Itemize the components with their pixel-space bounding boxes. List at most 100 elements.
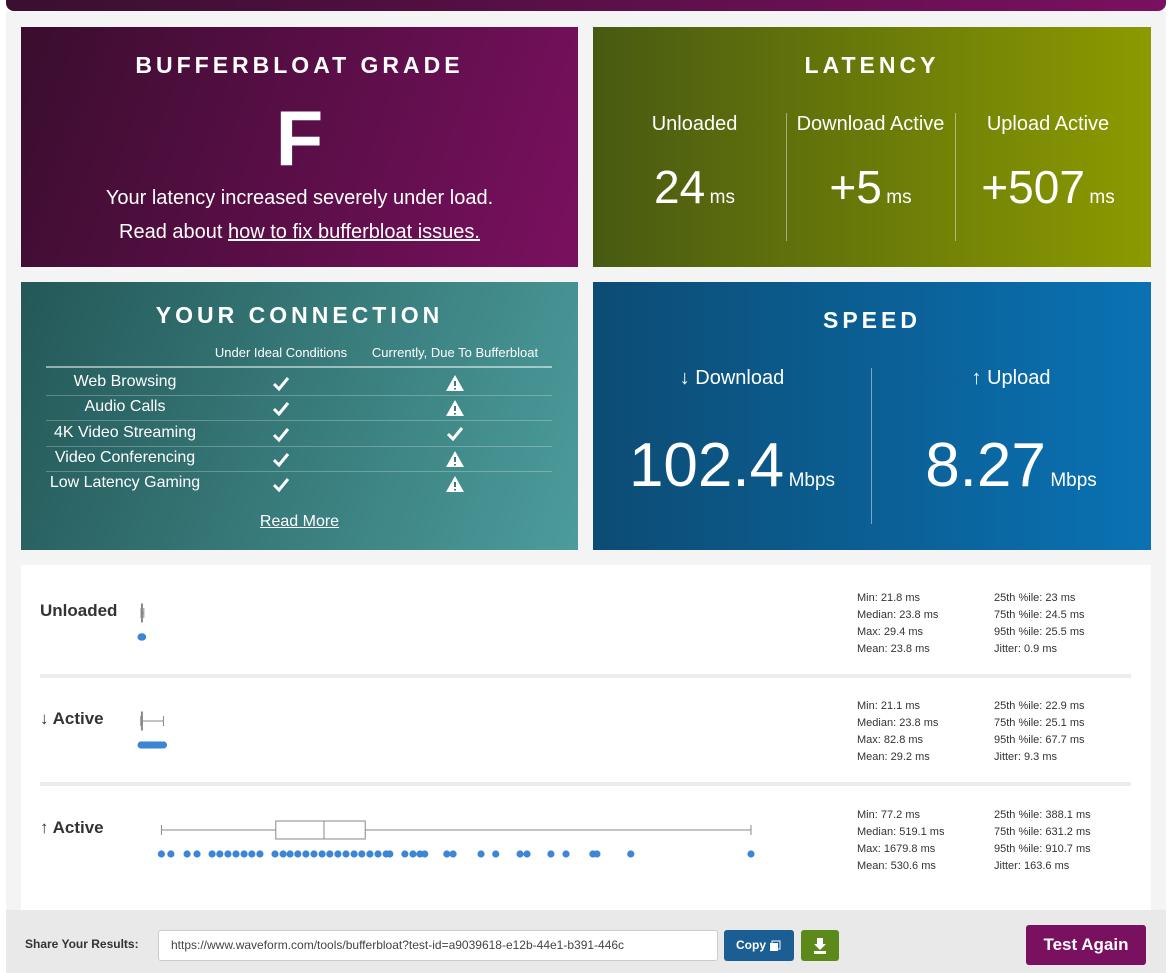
stat-unit: ms bbox=[921, 860, 936, 872]
stat-value: 23.8 bbox=[899, 609, 921, 621]
download-icon bbox=[814, 938, 826, 954]
stat-value: 29.2 bbox=[890, 751, 913, 763]
sample bbox=[334, 850, 342, 858]
stat-unit: ms bbox=[1075, 826, 1091, 838]
stat-label: Max: bbox=[857, 626, 881, 638]
latency-value: +5 ms bbox=[786, 160, 955, 214]
stat-value: 388.1 bbox=[1045, 809, 1073, 821]
number: 102.4 bbox=[628, 431, 785, 500]
stat: 75th %ile: 24.5 ms bbox=[994, 607, 1085, 624]
stat-label: Max: bbox=[857, 734, 881, 746]
row-line bbox=[46, 395, 552, 396]
url-field[interactable]: https://www.waveform.com/tools/bufferblo… bbox=[158, 930, 718, 961]
read-more[interactable]: Read More bbox=[259, 513, 340, 530]
stat-unit: ms bbox=[1075, 843, 1091, 855]
stat-value: 24.5 bbox=[1045, 609, 1067, 621]
stat-label: Jitter: bbox=[994, 751, 1021, 763]
latency-card: LATENCY Unloaded 24 ms Download Active +5 m… bbox=[593, 27, 1151, 267]
sample bbox=[547, 850, 555, 858]
speed-label: ↓ Download bbox=[679, 367, 785, 389]
stat-label: 25th %ile: bbox=[994, 700, 1043, 712]
sample bbox=[240, 850, 248, 858]
stat-unit: ms bbox=[1069, 626, 1085, 638]
stat-label: Min: bbox=[857, 809, 878, 821]
current-icon bbox=[446, 476, 464, 493]
stat-value: 23.8 bbox=[899, 717, 921, 729]
sample bbox=[279, 850, 287, 858]
sample bbox=[358, 850, 366, 858]
stat-label: 75th %ile: bbox=[994, 826, 1043, 838]
stat-value: 1679.8 bbox=[883, 843, 918, 855]
stat: 95th %ile: 67.7 ms bbox=[994, 732, 1085, 749]
stat-label: Median: bbox=[857, 826, 897, 838]
test-again-button[interactable]: Test Again bbox=[1026, 925, 1146, 965]
activity: Low Latency Gaming bbox=[49, 474, 201, 492]
stat-label: Median: bbox=[857, 717, 897, 729]
stat-label: 95th %ile: bbox=[994, 843, 1043, 855]
stat-label: 95th %ile: bbox=[994, 626, 1043, 638]
link[interactable]: how to fix bufferbloat issues. bbox=[227, 221, 480, 243]
grade-card: BUFFERBLOAT GRADE F Your latency increas… bbox=[21, 27, 578, 267]
copy-button[interactable]: Copy bbox=[724, 930, 794, 961]
sample bbox=[326, 850, 334, 858]
stat-unit: ms bbox=[923, 717, 939, 729]
stat: 75th %ile: 25.1 ms bbox=[994, 715, 1085, 732]
separator bbox=[40, 782, 1131, 786]
stat-unit: ms bbox=[908, 734, 924, 746]
latency-label: Unloaded bbox=[651, 113, 738, 135]
speed-value: 8.27 Mbps bbox=[871, 430, 1151, 501]
activity: Web Browsing bbox=[73, 373, 177, 390]
sample bbox=[318, 850, 326, 858]
stat-unit: ms bbox=[905, 592, 920, 604]
box bbox=[275, 820, 366, 840]
card-title: YOUR CONNECTION bbox=[155, 302, 444, 328]
stat-label: Min: bbox=[857, 700, 878, 712]
ideal-icon bbox=[272, 478, 290, 493]
activity: 4K Video Streaming bbox=[53, 423, 196, 441]
latency-value: +507 ms bbox=[955, 160, 1141, 214]
stat-label: 25th %ile: bbox=[994, 809, 1043, 821]
stat-unit: ms bbox=[1069, 609, 1085, 621]
stat: Max: 29.4 ms bbox=[857, 624, 938, 641]
sample bbox=[138, 633, 147, 641]
column-header: Under Ideal Conditions bbox=[214, 345, 348, 360]
row-line bbox=[46, 420, 552, 422]
sample bbox=[302, 850, 310, 858]
stat-value: 25.5 bbox=[1045, 626, 1067, 638]
activity: Audio Calls bbox=[84, 398, 166, 416]
stats-column: 25th %ile: 23 ms 75th %ile: 24.5 ms 95th %… bbox=[994, 590, 1085, 658]
stat: Jitter: 9.3 ms bbox=[994, 749, 1085, 766]
stat-label: Mean: bbox=[857, 643, 888, 655]
ideal-icon bbox=[272, 402, 290, 417]
unit: ms bbox=[886, 187, 912, 208]
stat: 25th %ile: 23 ms bbox=[994, 590, 1085, 607]
sample bbox=[183, 850, 191, 858]
stat-value: 29.4 bbox=[883, 626, 906, 638]
stat-unit: ms bbox=[915, 643, 930, 655]
stat-unit: ms bbox=[929, 826, 945, 838]
label: Copy bbox=[736, 938, 766, 952]
latency-label: Download Active bbox=[796, 113, 945, 135]
sample bbox=[256, 850, 264, 858]
stat: Median: 23.8 ms bbox=[857, 715, 938, 732]
download-button[interactable] bbox=[801, 930, 839, 961]
stat-unit: ms bbox=[908, 626, 924, 638]
sample bbox=[443, 850, 451, 858]
stats-column: 25th %ile: 388.1 ms 75th %ile: 631.2 ms 95… bbox=[994, 807, 1091, 875]
stat: Mean: 29.2 ms bbox=[857, 749, 938, 766]
card-title: SPEED bbox=[823, 307, 921, 333]
stat-unit: ms bbox=[1069, 734, 1085, 746]
copy-icon bbox=[770, 940, 781, 951]
stat-label: 75th %ile: bbox=[994, 609, 1043, 621]
unit: Mbps bbox=[788, 470, 836, 491]
column-header: Currently, Due To Bufferbloat bbox=[371, 345, 539, 360]
plot-label: Unloaded bbox=[40, 601, 118, 620]
text: Read about bbox=[119, 221, 223, 243]
sample bbox=[516, 850, 524, 858]
activity: Video Conferencing bbox=[54, 448, 196, 466]
sample bbox=[248, 850, 256, 858]
plot-label: ↑ Active bbox=[40, 818, 104, 837]
stat-value: 25.1 bbox=[1045, 717, 1067, 729]
stat-unit: ms bbox=[915, 751, 930, 763]
stat-label: Jitter: bbox=[994, 643, 1021, 655]
